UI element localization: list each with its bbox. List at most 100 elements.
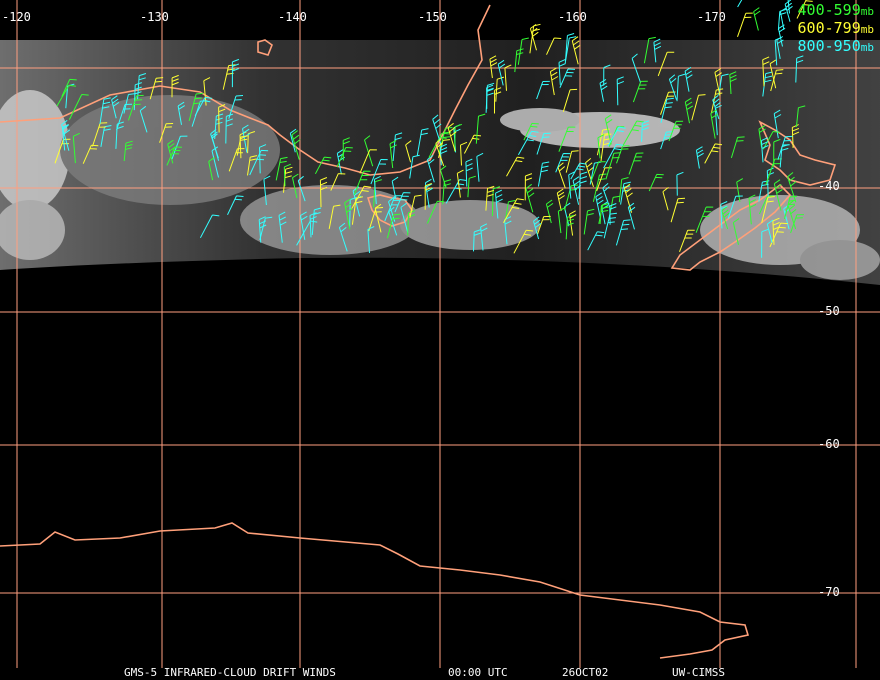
- wind-barb: [787, 200, 797, 230]
- wind-barb: [565, 36, 577, 61]
- australia-coast: [0, 4, 491, 176]
- wind-barb: [208, 157, 215, 181]
- wind-barb: [438, 127, 453, 155]
- wind-barb: [558, 58, 566, 85]
- wind-barb: [61, 120, 71, 151]
- wind-barb: [766, 219, 774, 243]
- wind-barb: [784, 195, 798, 220]
- wind-barb: [558, 126, 576, 152]
- wind-barb: [587, 231, 605, 251]
- wind-barb: [336, 147, 353, 168]
- wind-barb: [409, 194, 422, 218]
- wind-barb: [787, 172, 797, 203]
- wind-barb: [603, 212, 617, 239]
- wind-barb: [278, 211, 287, 243]
- wind-barb: [394, 192, 411, 213]
- wind-barb: [54, 138, 71, 164]
- wind-barb: [537, 161, 550, 187]
- wind-barb: [389, 140, 397, 169]
- wind-barb: [445, 179, 467, 204]
- wind-barb: [194, 96, 213, 117]
- wind-barb: [761, 196, 775, 224]
- wind-barb: [670, 197, 686, 223]
- antarctica-coast: [0, 522, 750, 659]
- footer-date: 26OCT02: [562, 666, 609, 679]
- wind-barb: [473, 229, 481, 252]
- wind-barb: [440, 165, 447, 189]
- wind-barb: [704, 143, 723, 164]
- wind-barb: [721, 206, 730, 230]
- wind-barb: [714, 104, 722, 136]
- wind-barb: [565, 150, 579, 173]
- wind-barb: [676, 73, 686, 102]
- wind-barb: [737, 0, 743, 8]
- wind-barb: [491, 186, 501, 217]
- wind-barb: [123, 140, 133, 162]
- wind-barb: [447, 122, 457, 152]
- wind-barb: [549, 67, 559, 96]
- wind-barb: [342, 137, 350, 161]
- wind-barb: [242, 124, 251, 153]
- wind-barb: [695, 146, 704, 169]
- wind-barb: [578, 171, 588, 200]
- wind-barb: [761, 228, 769, 258]
- lon-label-120: -120: [2, 10, 31, 24]
- wind-barb: [300, 211, 308, 240]
- wind-barb: [409, 154, 420, 179]
- wind-barb: [370, 159, 388, 185]
- wind-barb: [149, 77, 164, 100]
- wind-barb: [467, 175, 476, 198]
- wind-barb: [623, 183, 633, 213]
- wind-barb: [622, 120, 644, 146]
- wind-barb: [627, 202, 636, 230]
- wind-barb: [275, 156, 288, 181]
- wind-barb: [604, 114, 613, 145]
- wind-barb: [660, 97, 674, 123]
- wind-barb: [536, 80, 550, 100]
- wind-barb: [710, 109, 718, 139]
- wind-barb: [68, 94, 89, 120]
- wind-barb: [729, 71, 737, 95]
- wind-barb: [228, 95, 244, 119]
- lon-label-130: -130: [140, 10, 169, 24]
- wind-barb: [679, 229, 695, 252]
- wind-barb: [602, 183, 610, 207]
- wind-barb: [283, 163, 291, 187]
- wind-barb: [405, 140, 412, 163]
- wind-barb: [494, 87, 502, 114]
- wind-barb: [292, 173, 299, 199]
- wind-barb: [92, 122, 108, 147]
- wind-barb: [536, 132, 551, 155]
- wind-barb: [523, 122, 539, 141]
- wind-barb: [432, 114, 442, 145]
- wind-barb: [712, 95, 721, 120]
- wind-barb: [537, 215, 551, 235]
- wind-barb: [684, 97, 694, 124]
- wind-barb: [631, 53, 642, 84]
- wind-barb: [770, 69, 784, 92]
- wind-barb: [506, 156, 525, 177]
- footer-time: 00:00 UTC: [448, 666, 508, 679]
- wind-barb: [557, 162, 566, 189]
- wind-barb: [480, 223, 488, 251]
- wind-barb: [562, 88, 578, 112]
- wind-barb: [603, 64, 611, 86]
- wind-barb: [779, 7, 787, 30]
- wind-barb: [628, 152, 644, 175]
- wind-barb: [296, 220, 318, 246]
- wind-barb: [668, 120, 684, 142]
- wind-barb: [583, 208, 595, 235]
- wind-barb: [127, 94, 144, 121]
- wind-barb: [596, 167, 612, 192]
- wind-barb: [773, 109, 782, 139]
- wind-barb: [605, 152, 621, 180]
- wind-barb: [367, 226, 375, 254]
- wind-barb: [439, 143, 448, 166]
- wind-barb: [787, 0, 790, 14]
- lon-label-150: -150: [418, 10, 447, 24]
- wind-barb: [231, 58, 240, 88]
- wind-barb: [289, 128, 297, 153]
- wind-barb: [424, 183, 432, 210]
- wind-barb: [392, 132, 403, 162]
